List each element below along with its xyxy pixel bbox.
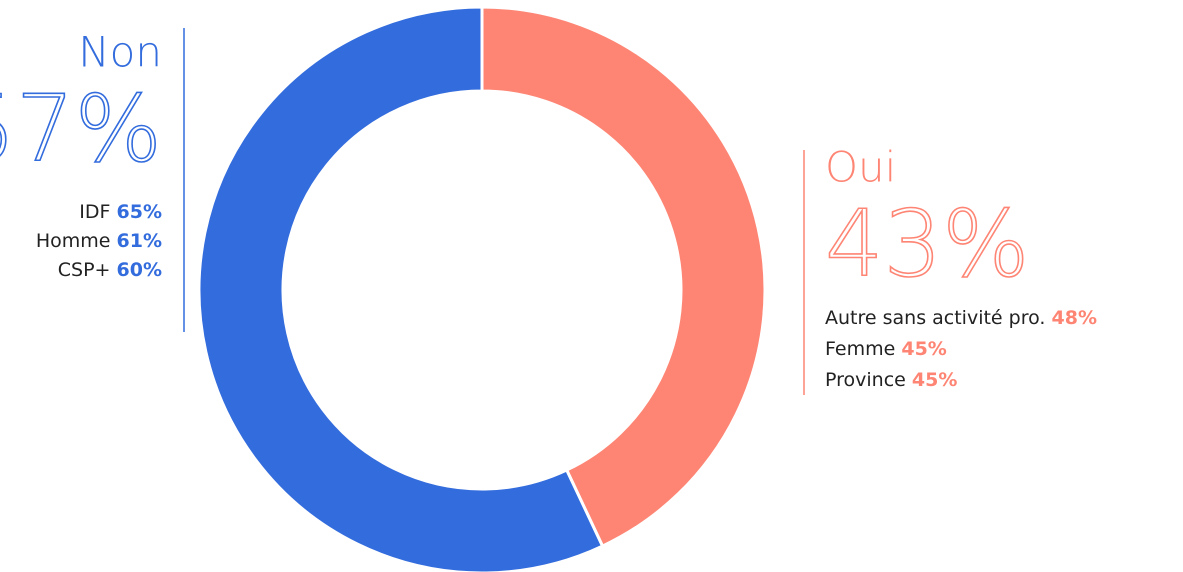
breakdown-line: IDF 65% (79, 201, 162, 223)
category-label: Non (78, 28, 162, 77)
breakdown-line: Autre sans activité pro. 48% (825, 307, 1097, 329)
breakdown-line: Homme 61% (36, 230, 162, 252)
breakdown-value: 61% (117, 230, 162, 252)
donut-segment (197, 5, 605, 572)
breakdown-label: CSP+ (58, 259, 111, 281)
donut-segment (480, 5, 767, 549)
breakdown-value: 60% (117, 259, 162, 281)
breakdown-line: Province 45% (825, 369, 957, 391)
breakdown-value: 45% (901, 338, 946, 360)
breakdown-label: Homme (36, 230, 111, 252)
breakdown-label: Autre sans activité pro. (825, 307, 1045, 329)
breakdown-label: Femme (825, 338, 895, 360)
breakdown-value: 45% (912, 369, 957, 391)
percent-label: 43% (825, 191, 1029, 298)
breakdown-label: IDF (79, 201, 110, 223)
category-label: Oui (825, 143, 896, 192)
percent-label: 57% (0, 76, 162, 183)
breakdown-line: Femme 45% (825, 338, 947, 360)
breakdown-label: Province (825, 369, 906, 391)
breakdown-value: 48% (1052, 307, 1097, 329)
breakdown-value: 65% (117, 201, 162, 223)
breakdown-line: CSP+ 60% (58, 259, 162, 281)
